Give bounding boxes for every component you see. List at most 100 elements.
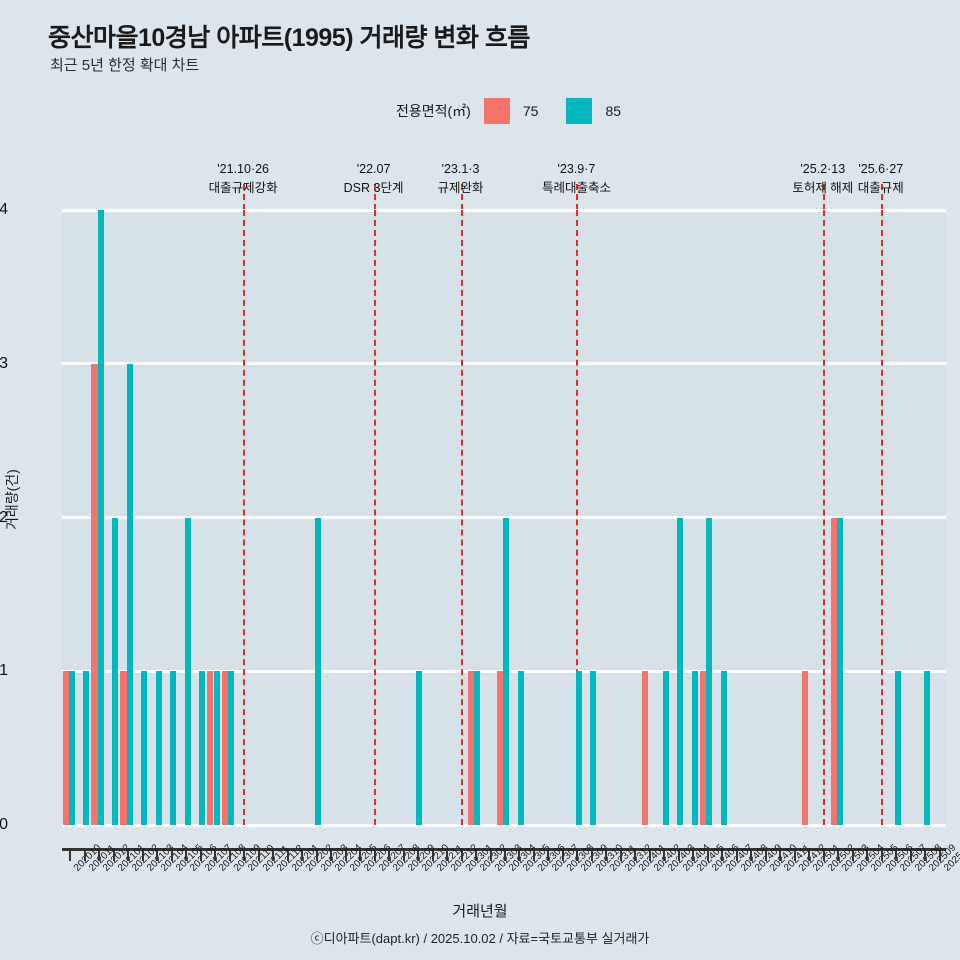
- bar[interactable]: [199, 671, 206, 825]
- x-axis-tick: [417, 851, 420, 861]
- bar[interactable]: [691, 671, 698, 825]
- x-axis-tick: [83, 851, 86, 861]
- bar[interactable]: [68, 671, 75, 825]
- x-axis-tick: [880, 851, 883, 861]
- x-axis-tick: [808, 851, 811, 861]
- x-axis-tick: [69, 851, 72, 861]
- bar[interactable]: [830, 517, 837, 825]
- x-axis-tick: [185, 851, 188, 861]
- bar[interactable]: [575, 671, 582, 825]
- bar[interactable]: [468, 671, 475, 825]
- event-date: '21.10·26: [217, 162, 270, 176]
- x-axis-tick: [243, 851, 246, 861]
- legend-item-75[interactable]: 75: [483, 98, 567, 124]
- bar[interactable]: [207, 671, 214, 825]
- event-name: 토허제 해제: [792, 181, 854, 196]
- x-axis-tick: [170, 851, 173, 861]
- event-date: '25.2·13: [800, 162, 846, 176]
- x-axis-tick: [793, 851, 796, 861]
- bar[interactable]: [590, 671, 597, 825]
- x-axis-tick: [721, 851, 724, 861]
- x-axis-tick: [851, 851, 854, 861]
- x-axis-tick: [359, 851, 362, 861]
- x-axis-line: [62, 848, 946, 851]
- x-axis-tick: [199, 851, 202, 861]
- bar[interactable]: [836, 517, 843, 825]
- x-axis-tick: [663, 851, 666, 861]
- bar[interactable]: [923, 671, 930, 825]
- x-axis-tick: [127, 851, 130, 861]
- event-marker-line: [576, 210, 579, 825]
- bar[interactable]: [213, 671, 220, 825]
- x-axis-tick: [779, 851, 782, 861]
- x-axis-tick: [909, 851, 912, 861]
- bar[interactable]: [91, 363, 98, 825]
- bar[interactable]: [642, 671, 649, 825]
- y-axis-tick-label: 2: [0, 508, 8, 526]
- bar[interactable]: [416, 671, 423, 825]
- event-date: '23.9·7: [557, 162, 596, 176]
- bar[interactable]: [83, 671, 90, 825]
- bar[interactable]: [474, 671, 481, 825]
- bar[interactable]: [184, 517, 191, 825]
- event-marker-line-top: [576, 184, 579, 210]
- bar[interactable]: [221, 671, 228, 825]
- legend-label-75: 75: [522, 103, 539, 119]
- x-axis-tick: [431, 851, 434, 861]
- x-axis-tick: [330, 851, 333, 861]
- bar[interactable]: [497, 671, 504, 825]
- event-marker-line: [243, 210, 246, 825]
- bar[interactable]: [120, 671, 127, 825]
- bar[interactable]: [700, 671, 707, 825]
- legend-swatch-75: [483, 98, 510, 124]
- bar[interactable]: [662, 671, 669, 825]
- bar[interactable]: [62, 671, 69, 825]
- x-axis-tick: [837, 851, 840, 861]
- x-axis-tick: [301, 851, 304, 861]
- event-date: '22.07: [356, 162, 391, 176]
- bar[interactable]: [126, 363, 133, 825]
- x-axis-tick: [460, 851, 463, 861]
- x-axis-tick: [402, 851, 405, 861]
- x-axis-tick: [518, 851, 521, 861]
- event-name: 규제완화: [437, 181, 484, 196]
- bar[interactable]: [227, 671, 235, 825]
- x-axis-tick: [112, 851, 115, 861]
- legend-label-85: 85: [605, 103, 622, 119]
- bar[interactable]: [97, 210, 104, 825]
- y-axis-tick-label: 0: [0, 816, 8, 833]
- x-axis-tick: [735, 851, 738, 861]
- x-axis-tick: [866, 851, 869, 861]
- event-marker-line-top: [822, 184, 825, 210]
- event-annotation-label: '22.07 DSR 3단계: [344, 160, 404, 199]
- event-annotation-label: '25.2·13 토허제 해제: [792, 160, 853, 199]
- bar[interactable]: [314, 517, 322, 825]
- x-axis-tick: [692, 851, 695, 861]
- x-axis-tick: [214, 851, 217, 861]
- event-annotation-label: '25.6·27 대출규제: [858, 160, 904, 199]
- x-axis-tick: [228, 851, 231, 861]
- bar[interactable]: [894, 671, 901, 825]
- bar[interactable]: [155, 671, 162, 825]
- event-marker-line: [373, 210, 376, 825]
- bar[interactable]: [170, 671, 177, 825]
- bar[interactable]: [706, 517, 713, 825]
- bar[interactable]: [112, 517, 119, 825]
- y-axis-tick-label: 4: [0, 201, 8, 218]
- footer-credit: ⓒ디아파트(dapt.kr) / 2025.10.02 / 자료=국토교통부 실…: [310, 931, 650, 946]
- bar[interactable]: [503, 517, 510, 825]
- bar[interactable]: [517, 671, 524, 825]
- bar[interactable]: [801, 671, 808, 825]
- bar[interactable]: [141, 671, 148, 825]
- event-name: DSR 3단계: [343, 181, 404, 196]
- x-axis-tick: [648, 851, 651, 861]
- bar[interactable]: [677, 517, 684, 825]
- event-date: '23.1·3: [441, 162, 480, 176]
- x-axis-tick: [677, 851, 680, 861]
- bar[interactable]: [720, 671, 727, 825]
- legend-item-85[interactable]: 85: [566, 98, 649, 124]
- x-axis-tick: [156, 851, 159, 861]
- legend: 전용면적(㎡) 75 85: [396, 98, 649, 124]
- plot-area: [62, 208, 946, 827]
- event-marker-line: [822, 210, 825, 825]
